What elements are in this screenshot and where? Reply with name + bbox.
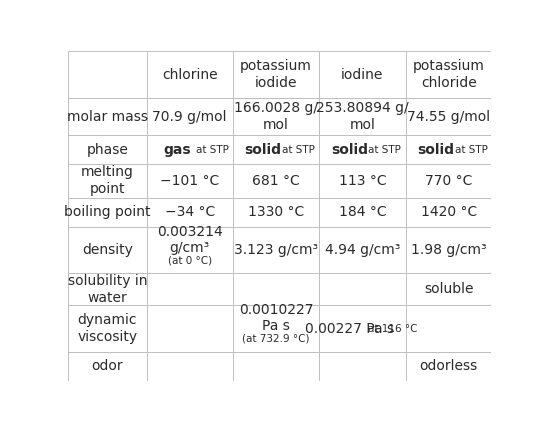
Text: 0.0010227
Pa s: 0.0010227 Pa s (239, 303, 313, 333)
Text: 4.94 g/cm³: 4.94 g/cm³ (325, 243, 400, 257)
Text: molar mass: molar mass (67, 110, 148, 124)
Text: solid: solid (331, 143, 368, 157)
Text: chlorine: chlorine (162, 68, 217, 82)
Text: 770 °C: 770 °C (425, 174, 472, 188)
Text: density: density (82, 243, 133, 257)
Text: 681 °C: 681 °C (252, 174, 300, 188)
Text: boiling point: boiling point (64, 205, 151, 219)
Text: at 116 °C: at 116 °C (369, 324, 418, 333)
Text: 1330 °C: 1330 °C (248, 205, 304, 219)
Text: melting
point: melting point (81, 165, 134, 196)
Text: solubility in
water: solubility in water (68, 273, 147, 305)
Text: 253.80894 g/
mol: 253.80894 g/ mol (316, 101, 408, 132)
Text: solid: solid (245, 143, 282, 157)
Text: at STP: at STP (369, 145, 401, 155)
Text: at STP: at STP (282, 145, 315, 155)
Text: solid: solid (417, 143, 454, 157)
Text: at STP: at STP (195, 145, 229, 155)
Text: 3.123 g/cm³: 3.123 g/cm³ (234, 243, 318, 257)
Text: gas: gas (163, 143, 191, 157)
Text: (at 0 °C): (at 0 °C) (168, 256, 212, 265)
Text: 1420 °C: 1420 °C (420, 205, 477, 219)
Text: 1.98 g/cm³: 1.98 g/cm³ (411, 243, 486, 257)
Text: phase: phase (86, 143, 128, 157)
Text: 0.003214
g/cm³: 0.003214 g/cm³ (157, 225, 223, 255)
Text: 113 °C: 113 °C (339, 174, 386, 188)
Text: −34 °C: −34 °C (164, 205, 215, 219)
Text: potassium
chloride: potassium chloride (413, 59, 485, 90)
Text: iodine: iodine (341, 68, 383, 82)
Text: 0.00227 Pa s: 0.00227 Pa s (305, 321, 394, 336)
Text: dynamic
viscosity: dynamic viscosity (78, 313, 138, 344)
Text: potassium
iodide: potassium iodide (240, 59, 312, 90)
Text: 70.9 g/mol: 70.9 g/mol (152, 110, 227, 124)
Text: soluble: soluble (424, 282, 473, 296)
Text: −101 °C: −101 °C (160, 174, 219, 188)
Text: 166.0028 g/
mol: 166.0028 g/ mol (234, 101, 318, 132)
Text: odorless: odorless (419, 360, 478, 374)
Text: 184 °C: 184 °C (339, 205, 386, 219)
Text: (at 732.9 °C): (at 732.9 °C) (242, 334, 310, 344)
Text: odor: odor (92, 360, 123, 374)
Text: at STP: at STP (455, 145, 488, 155)
Text: 74.55 g/mol: 74.55 g/mol (407, 110, 490, 124)
